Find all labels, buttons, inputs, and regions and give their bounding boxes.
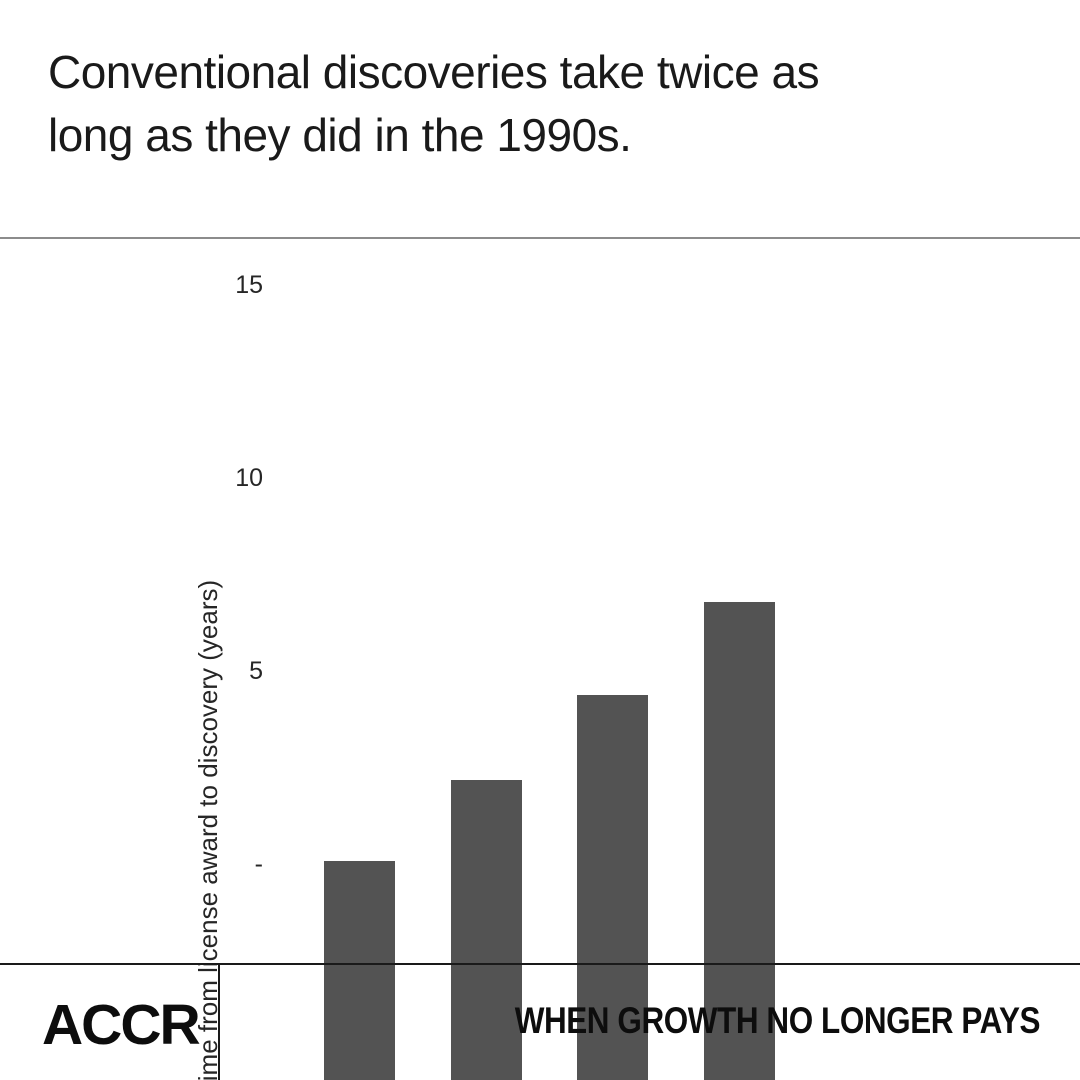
y-tick-label-5: 5	[249, 657, 263, 685]
y-tick-label-10: 10	[235, 464, 263, 492]
bar-2010s	[577, 695, 648, 1080]
page-title-line-2: long as they did in the 1990s.	[48, 109, 632, 161]
plot-area	[287, 535, 802, 1080]
footer-divider	[0, 963, 1080, 965]
y-tick-label--: -	[254, 850, 263, 878]
footer-tagline: WHEN GROWTH NO LONGER PAYS	[514, 1000, 1041, 1041]
bar-2000s	[450, 780, 522, 1080]
page-title: Conventional discoveries take twice as l…	[48, 41, 820, 167]
bar-chart: Time from license award to discovery (ye…	[0, 250, 1080, 1080]
footer-vertical-divider	[218, 963, 220, 1080]
bar-1990s	[324, 861, 395, 1080]
page-title-line-1: Conventional discoveries take twice as	[48, 46, 820, 98]
header-divider	[0, 237, 1080, 239]
y-tick-label-15: 15	[235, 271, 263, 299]
bar-2020-24	[703, 602, 775, 1080]
accr-logo: ACCR	[42, 993, 201, 1057]
